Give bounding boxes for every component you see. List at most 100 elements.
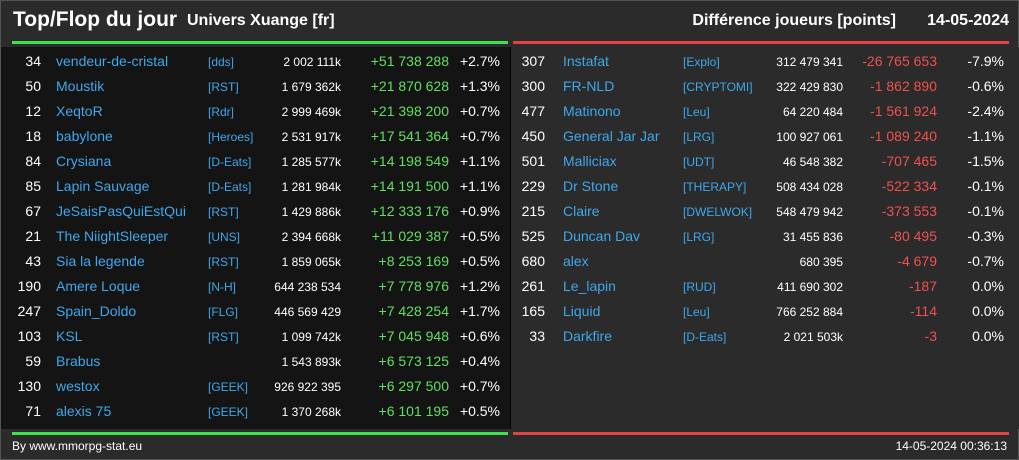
alliance-tag-link[interactable]: [RST] bbox=[208, 255, 239, 269]
flop-row: 307 Instafat [Explo] 312 479 341 -26 765 653… bbox=[511, 48, 1019, 73]
percent-change: -0.1% bbox=[967, 203, 1004, 219]
player-name-link[interactable]: Malliciax bbox=[563, 153, 617, 169]
player-name-link[interactable]: Spain_Doldo bbox=[56, 303, 137, 319]
player-name-link[interactable]: Brabus bbox=[56, 353, 101, 369]
alliance-tag-link[interactable]: [Leu] bbox=[683, 305, 710, 319]
alliance-tag-link[interactable]: [LRG] bbox=[683, 230, 715, 244]
points-difference: -114 bbox=[910, 303, 937, 319]
player-rank: 307 bbox=[521, 53, 545, 69]
alliance-tag-link[interactable]: [Rdr] bbox=[208, 105, 235, 119]
player-rank: 71 bbox=[25, 403, 41, 419]
flop-row: 477 Matinono [Leu] 64 220 484 -1 561 924 -2.4… bbox=[511, 98, 1019, 123]
percent-change: -7.9% bbox=[967, 53, 1004, 69]
top-row: 18 babylone [Heroes] 2 531 917k +17 541 364 +… bbox=[1, 123, 510, 148]
alliance-tag-link[interactable]: [LRG] bbox=[683, 130, 715, 144]
top-bar-footer bbox=[12, 432, 508, 435]
alliance-tag-link[interactable]: [UNS] bbox=[208, 230, 241, 244]
player-name-link[interactable]: alexis 75 bbox=[56, 403, 112, 419]
points-difference: -707 465 bbox=[881, 153, 937, 169]
alliance-tag-link[interactable]: [UDT] bbox=[683, 155, 715, 169]
universe-label: Univers Xuange [fr] bbox=[187, 12, 335, 29]
player-name-link[interactable]: KSL bbox=[56, 328, 83, 344]
player-name-link[interactable]: Darkfire bbox=[563, 328, 613, 344]
player-name-link[interactable]: The NiightSleeper bbox=[56, 228, 169, 244]
player-points: 46 548 382 bbox=[782, 155, 843, 169]
points-difference: +6 297 500 bbox=[378, 378, 449, 394]
points-difference: -4 679 bbox=[897, 253, 937, 269]
player-name-link[interactable]: westox bbox=[56, 378, 100, 394]
player-points: 1 370 268k bbox=[281, 405, 341, 419]
player-name-link[interactable]: Le_lapin bbox=[563, 278, 616, 294]
player-name-link[interactable]: JeSaisPasQuiEstQui bbox=[56, 203, 186, 219]
player-name-link[interactable]: alex bbox=[563, 253, 589, 269]
flop-row: 680 alex 680 395 -4 679 -0.7% bbox=[511, 248, 1019, 273]
top-row: 190 Amere Loque [N-H] 644 238 534 +7 778 976… bbox=[1, 273, 510, 298]
top-row: 67 JeSaisPasQuiEstQui [RST] 1 429 886k +12 3… bbox=[1, 198, 510, 223]
player-rank: 103 bbox=[17, 328, 41, 344]
player-name-link[interactable]: babylone bbox=[56, 128, 113, 144]
player-rank: 300 bbox=[521, 78, 545, 94]
alliance-tag-link[interactable]: [Heroes] bbox=[208, 130, 254, 144]
player-points: 508 434 028 bbox=[776, 180, 843, 194]
alliance-tag-link[interactable]: [RST] bbox=[208, 330, 239, 344]
player-points: 2 021 503k bbox=[783, 330, 843, 344]
player-name-link[interactable]: XeqtoR bbox=[56, 103, 103, 119]
player-name-link[interactable]: Liquid bbox=[563, 303, 601, 319]
player-name-link[interactable]: Duncan Dav bbox=[563, 228, 641, 244]
alliance-tag-link[interactable]: [THERAPY] bbox=[683, 180, 747, 194]
player-name-link[interactable]: Lapin Sauvage bbox=[56, 178, 150, 194]
player-points: 2 394 668k bbox=[281, 230, 341, 244]
player-name-link[interactable]: Amere Loque bbox=[56, 278, 141, 294]
alliance-tag-link[interactable]: [Explo] bbox=[683, 55, 720, 69]
player-points: 1 285 577k bbox=[281, 155, 341, 169]
player-rank: 67 bbox=[25, 203, 41, 219]
panel-divider bbox=[510, 47, 511, 429]
alliance-tag-link[interactable]: [CRYPTOMI] bbox=[683, 80, 753, 94]
alliance-tag-link[interactable]: [RST] bbox=[208, 205, 239, 219]
player-points: 2 002 111k bbox=[283, 55, 341, 69]
player-rank: 33 bbox=[529, 328, 545, 344]
alliance-tag-link[interactable]: [D-Eats] bbox=[683, 330, 727, 344]
player-name-link[interactable]: Crysiana bbox=[56, 153, 112, 169]
player-name-link[interactable]: vendeur-de-cristal bbox=[56, 53, 169, 69]
player-name-link[interactable]: Dr Stone bbox=[563, 178, 619, 194]
alliance-tag-link[interactable]: [DWELWOK] bbox=[683, 205, 753, 219]
alliance-tag-link[interactable]: [Leu] bbox=[683, 105, 710, 119]
player-rank: 247 bbox=[17, 303, 41, 319]
points-difference: +12 333 176 bbox=[370, 203, 449, 219]
flop-panel: 307 Instafat [Explo] 312 479 341 -26 765 653… bbox=[511, 47, 1019, 429]
alliance-tag-link[interactable]: [GEEK] bbox=[208, 380, 249, 394]
alliance-tag-link[interactable]: [D-Eats] bbox=[208, 155, 252, 169]
percent-change: +0.6% bbox=[459, 328, 500, 344]
player-name-link[interactable]: Moustik bbox=[56, 78, 105, 94]
alliance-tag-link[interactable]: [D-Eats] bbox=[208, 180, 252, 194]
player-points: 1 859 065k bbox=[281, 255, 341, 269]
player-rank: 477 bbox=[521, 103, 545, 119]
credit-link[interactable]: By www.mmorpg-stat.eu bbox=[12, 439, 143, 453]
date-label: 14-05-2024 bbox=[927, 12, 1009, 29]
points-difference: +6 573 125 bbox=[378, 353, 449, 369]
player-name-link[interactable]: Instafat bbox=[563, 53, 609, 69]
player-rank: 59 bbox=[25, 353, 41, 369]
alliance-tag-link[interactable]: [GEEK] bbox=[208, 405, 249, 419]
player-points: 2 531 917k bbox=[281, 130, 341, 144]
points-difference: +7 045 948 bbox=[378, 328, 449, 344]
alliance-tag-link[interactable]: [FLG] bbox=[208, 305, 239, 319]
alliance-tag-link[interactable]: [RUD] bbox=[683, 280, 716, 294]
percent-change: +0.5% bbox=[459, 403, 500, 419]
player-name-link[interactable]: Matinono bbox=[563, 103, 621, 119]
percent-change: +0.5% bbox=[459, 253, 500, 269]
percent-change: -2.4% bbox=[967, 103, 1004, 119]
player-name-link[interactable]: General Jar Jar bbox=[563, 128, 660, 144]
points-difference: -522 334 bbox=[881, 178, 937, 194]
player-rank: 525 bbox=[521, 228, 545, 244]
alliance-tag-link[interactable]: [N-H] bbox=[208, 280, 236, 294]
alliance-tag-link[interactable]: [dds] bbox=[208, 55, 235, 69]
player-name-link[interactable]: Claire bbox=[563, 203, 600, 219]
player-name-link[interactable]: Sia la legende bbox=[56, 253, 145, 269]
player-name-link[interactable]: FR-NLD bbox=[563, 78, 615, 94]
percent-change: 0.0% bbox=[972, 303, 1004, 319]
player-rank: 85 bbox=[25, 178, 41, 194]
alliance-tag-link[interactable]: [RST] bbox=[208, 80, 239, 94]
player-points: 1 429 886k bbox=[281, 205, 341, 219]
